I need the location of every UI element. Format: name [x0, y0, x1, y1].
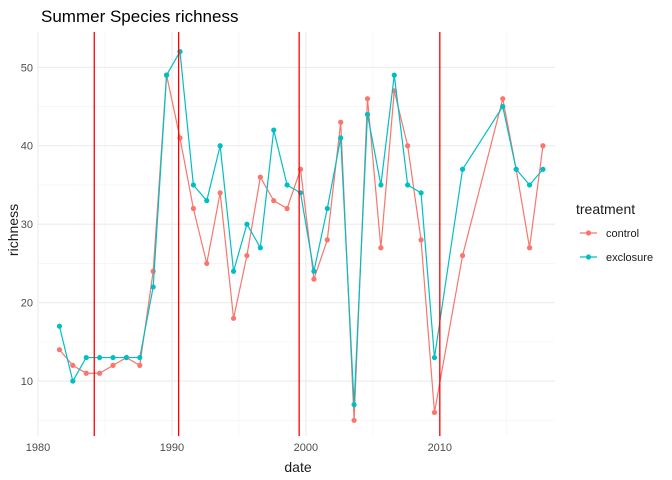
exclosure-point [244, 221, 250, 227]
control-point [459, 252, 466, 259]
exclosure-point [500, 103, 506, 110]
exclosure-point [391, 72, 397, 78]
control-point [338, 119, 344, 125]
exclosure-point [338, 135, 344, 141]
legend: treatment control exclosure [576, 201, 653, 264]
exclosure-point [70, 378, 76, 384]
exclosure-point [324, 205, 330, 212]
exclosure-point [137, 354, 143, 361]
y-tick-label: 50 [21, 62, 33, 74]
exclosure-point [190, 182, 196, 188]
control-point [364, 96, 371, 102]
control-point [56, 347, 63, 353]
x-tick-label: 2010 [428, 442, 452, 454]
control-point [137, 362, 143, 368]
exclosure-point [217, 143, 223, 149]
control-point [190, 205, 196, 212]
exclosure-point [230, 268, 237, 274]
control-point [351, 417, 357, 423]
control-point [431, 409, 438, 416]
exclosure-point [513, 166, 519, 172]
exclosure-point [418, 190, 424, 196]
exclosure-point [405, 182, 411, 188]
chart-title: Summer Species richness [41, 7, 238, 26]
control-point [405, 143, 411, 149]
exclosure-point [378, 182, 384, 188]
exclosure-point [271, 127, 277, 133]
control-point [70, 362, 76, 368]
control-point [230, 315, 237, 321]
control-point [217, 190, 223, 196]
exclosure-point [459, 166, 466, 172]
control-point [378, 245, 384, 251]
x-axis-title: date [284, 459, 311, 475]
exclosure-point [257, 245, 263, 251]
plot-panel [37, 32, 555, 436]
exclosure-point [123, 354, 129, 361]
exclosure-line [58, 49, 544, 405]
exclosure-point [364, 111, 371, 117]
y-tick-label: 30 [21, 219, 33, 231]
y-tick-label: 20 [21, 298, 33, 310]
exclosure-point [431, 354, 438, 361]
control-legend-label: control [606, 228, 639, 240]
control-point [418, 237, 424, 243]
exclosure-point [540, 166, 546, 172]
exclosure-point [83, 354, 89, 361]
control-point [500, 96, 506, 102]
control-point [110, 362, 116, 368]
exclosure-point [150, 284, 156, 290]
y-tick-label: 40 [21, 141, 33, 153]
exclosure-point [56, 323, 63, 329]
exclosure-point [110, 354, 116, 361]
legend-title: treatment [576, 201, 635, 217]
exclosure-point [311, 268, 317, 274]
control-point [150, 268, 156, 274]
control-line [58, 75, 544, 421]
control-point [257, 174, 263, 180]
exclosure-point [204, 198, 210, 204]
control-point [526, 245, 533, 251]
exclosure-point [284, 182, 290, 188]
exclosure-point [97, 354, 103, 361]
x-tick-label: 1980 [26, 442, 50, 454]
control-point [271, 198, 277, 204]
exclosure-point [163, 72, 170, 78]
control-point [324, 237, 330, 243]
control-legend-point [585, 230, 592, 236]
exclosure-point [526, 182, 533, 188]
y-axis: 10 20 30 40 50 [21, 62, 33, 388]
control-point [244, 252, 250, 259]
control-point [540, 143, 546, 149]
exclosure-point [351, 402, 357, 408]
x-axis: 1980 1990 2000 2010 [26, 442, 452, 454]
y-tick-label: 10 [21, 376, 33, 388]
exclosure-legend-label: exclosure [606, 252, 653, 264]
control-point [204, 260, 210, 267]
control-point [284, 205, 290, 212]
control-point [97, 370, 103, 376]
control-point [83, 370, 89, 376]
x-tick-label: 2000 [294, 442, 318, 454]
exclosure-legend-point [585, 254, 592, 260]
y-axis-title: richness [5, 204, 21, 256]
x-tick-label: 1990 [160, 442, 184, 454]
control-point [311, 276, 317, 282]
